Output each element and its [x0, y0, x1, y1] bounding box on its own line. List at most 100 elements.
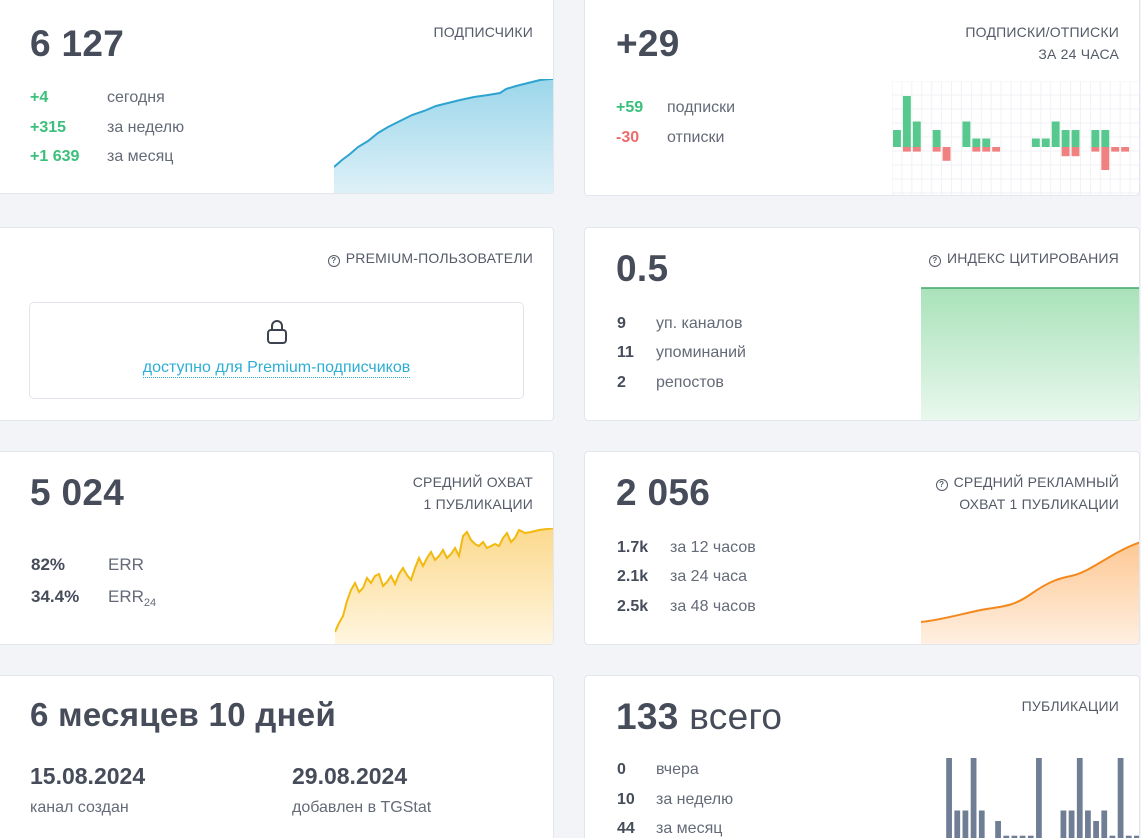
- publications-yesterday-value: 0: [617, 761, 626, 778]
- subscribers-week-value: +315: [30, 119, 67, 136]
- subs-bar: [932, 130, 941, 147]
- unsubs-bar: [1071, 147, 1080, 157]
- err24-label-text: ERR: [108, 587, 144, 606]
- premium-link-text[interactable]: доступно для Premium-подписчиков: [142, 359, 411, 378]
- publications-count: 133: [616, 696, 679, 737]
- added-label: добавлен в TGStat: [292, 799, 432, 816]
- unsubs-bar: [942, 147, 951, 161]
- subs-bar: [972, 138, 981, 147]
- unsubs-bar: [1111, 147, 1120, 152]
- reach-value: 5 024: [30, 472, 125, 513]
- subscribers-area: [334, 79, 553, 193]
- reach-title-line2: 1 ПУБЛИКАЦИИ: [423, 496, 533, 512]
- publication-bar: [1134, 835, 1139, 838]
- reach-chart: [335, 528, 553, 644]
- subs-bar: [1071, 130, 1080, 147]
- subs-bar: [1091, 130, 1100, 147]
- publication-bar: [946, 758, 952, 838]
- publication-bar: [962, 810, 969, 838]
- premium-card: ? PREMIUM-ПОЛЬЗОВАТЕЛИ доступно для Premi…: [0, 227, 554, 421]
- ad-reach-card[interactable]: 2 056 ? СРЕДНИЙ РЕКЛАМНЫЙ ОХВАТ 1 ПУБЛИКА…: [584, 451, 1140, 645]
- publications-card[interactable]: 133 всего ПУБЛИКАЦИИ 0 вчера 10 за недел…: [584, 675, 1140, 838]
- premium-locked-box: доступно для Premium-подписчиков: [29, 302, 524, 399]
- subs-unsubs-title: ПОДПИСКИ/ОТПИСКИ ЗА 24 ЧАСА: [965, 21, 1119, 65]
- help-icon[interactable]: ?: [935, 479, 948, 491]
- subs-bar: [893, 130, 901, 147]
- publication-bar: [1101, 810, 1108, 838]
- premium-link[interactable]: доступно для Premium-подписчиков: [30, 359, 523, 378]
- err24-label: ERR24: [108, 587, 156, 609]
- ad-reach-line: [921, 541, 1139, 623]
- subscribers-today-label: сегодня: [107, 89, 165, 106]
- err24-subscript: 24: [143, 597, 157, 609]
- subs-bar: [1101, 130, 1110, 147]
- help-icon[interactable]: ?: [327, 255, 340, 267]
- publication-bar: [1011, 835, 1018, 838]
- ad-reach-title: ? СРЕДНИЙ РЕКЛАМНЫЙ ОХВАТ 1 ПУБЛИКАЦИИ: [935, 471, 1119, 515]
- unsubs-bar: [972, 147, 981, 152]
- unsubscriptions-label: отписки: [667, 129, 725, 146]
- premium-title: ? PREMIUM-ПОЛЬЗОВАТЕЛИ: [327, 247, 533, 269]
- publications-chart: [946, 758, 1139, 838]
- reach-title: СРЕДНИЙ ОХВАТ 1 ПУБЛИКАЦИИ: [413, 471, 533, 515]
- unsubs-bar: [1091, 147, 1100, 152]
- reach-title-line1: СРЕДНИЙ ОХВАТ: [412, 474, 533, 490]
- created-label: канал создан: [30, 799, 129, 816]
- subscribers-chart: [334, 79, 553, 193]
- help-icon[interactable]: ?: [928, 255, 941, 267]
- subscribers-today-value: +4: [30, 89, 49, 106]
- citation-title-text: ИНДЕКС ЦИТИРОВАНИЯ: [946, 250, 1119, 266]
- subscribers-month-value: +1 639: [30, 148, 80, 165]
- publication-bar: [954, 810, 961, 838]
- premium-title-text: PREMIUM-ПОЛЬЗОВАТЕЛИ: [345, 250, 533, 266]
- subs-bar: [912, 121, 921, 147]
- publication-bar: [1003, 835, 1010, 838]
- subscribers-line: [334, 79, 553, 168]
- ad-reach-title-line2: ОХВАТ 1 ПУБЛИКАЦИИ: [959, 496, 1119, 512]
- publication-bar: [1019, 835, 1026, 838]
- ad-reach-area: [921, 542, 1139, 644]
- publication-bar: [1085, 810, 1091, 838]
- publication-bar: [970, 758, 977, 838]
- subs-bar: [962, 121, 971, 147]
- subs-unsubs-chart: [892, 81, 1139, 195]
- citation-value: 0.5: [616, 248, 669, 289]
- publication-bar: [1109, 835, 1116, 838]
- publication-bar: [1093, 821, 1099, 838]
- err-label: ERR: [108, 555, 144, 574]
- ad-reach-12h-value: 1.7k: [617, 539, 649, 556]
- created-date: 15.08.2024: [30, 763, 146, 789]
- age-card: 6 месяцев 10 дней 15.08.2024 канал созда…: [0, 675, 554, 838]
- citation-card[interactable]: 0.5 ? ИНДЕКС ЦИТИРОВАНИЯ 9 уп. каналов 11…: [584, 227, 1140, 421]
- lock-icon: [267, 320, 287, 344]
- ad-reach-12h-label: за 12 часов: [670, 539, 756, 556]
- ad-reach-value: 2 056: [616, 472, 711, 513]
- publication-bar: [995, 821, 1001, 838]
- publication-bar: [978, 810, 985, 838]
- subscriptions-label: подписки: [667, 99, 736, 116]
- citation-mentions-label: упоминаний: [656, 344, 746, 361]
- reach-card[interactable]: 5 024 СРЕДНИЙ ОХВАТ 1 ПУБЛИКАЦИИ 82% ERR…: [0, 451, 554, 645]
- unsubs-bar: [982, 147, 991, 152]
- age-value: 6 месяцев 10 дней: [30, 696, 337, 733]
- publications-value: 133 всего: [616, 696, 782, 738]
- publications-month-value: 44: [617, 820, 635, 837]
- unsubs-bar: [1101, 147, 1110, 170]
- citation-mentions-value: 11: [617, 344, 634, 361]
- added-date: 29.08.2024: [292, 763, 408, 789]
- unsubs-bar: [992, 147, 1001, 152]
- ad-reach-24h-value: 2.1k: [617, 568, 649, 585]
- ad-reach-48h-value: 2.5k: [617, 598, 649, 615]
- subscribers-card[interactable]: 6 127 ПОДПИСЧИКИ +4 сегодня +315 за неде…: [0, 0, 554, 194]
- err24-value: 34.4%: [31, 587, 80, 606]
- citation-title: ? ИНДЕКС ЦИТИРОВАНИЯ: [928, 247, 1119, 269]
- subs-unsubs-card[interactable]: +29 ПОДПИСКИ/ОТПИСКИ ЗА 24 ЧАСА +59 подп…: [584, 0, 1140, 196]
- unsubscriptions-value: -30: [616, 129, 640, 146]
- subs-bar: [1051, 121, 1060, 147]
- citation-channels-label: уп. каналов: [656, 315, 743, 332]
- unsubs-bar: [902, 147, 911, 152]
- unsubs-bar: [1121, 147, 1130, 152]
- publications-suffix: всего: [689, 696, 783, 737]
- subscribers-value: 6 127: [30, 23, 125, 64]
- publication-bar: [1117, 758, 1124, 838]
